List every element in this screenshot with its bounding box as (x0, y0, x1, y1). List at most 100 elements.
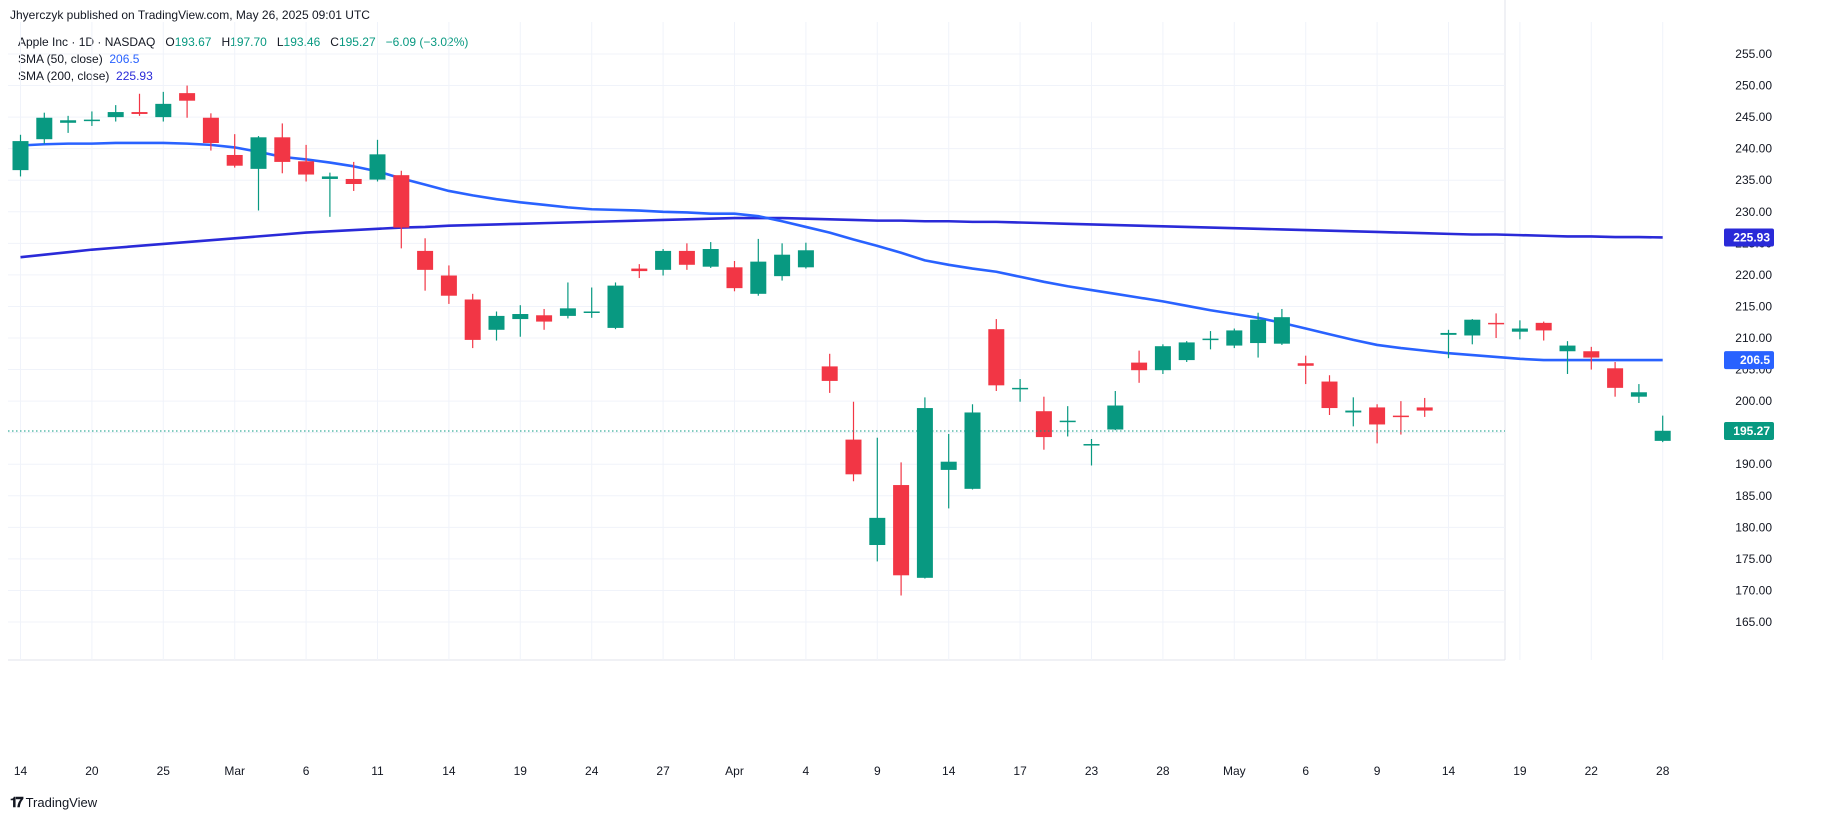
candle-body (559, 308, 576, 316)
price-tick-label: 165.00 (1735, 615, 1772, 629)
candle-body (1154, 346, 1171, 371)
last-price-badge-text: 195.27 (1733, 424, 1770, 438)
candle-up (750, 238, 767, 296)
candle-body (179, 93, 196, 101)
candle-up (12, 134, 29, 177)
candle-body (1345, 410, 1362, 413)
legend-high-label: H (221, 35, 231, 49)
axis-badges: 225.93 206.5 195.27 (1724, 228, 1774, 440)
candle-up (916, 397, 933, 579)
candle-body (369, 154, 386, 180)
candle-body (1202, 338, 1219, 341)
candle-body (131, 112, 148, 114)
candle-up (1059, 406, 1076, 437)
candle-up (1654, 415, 1671, 443)
candle-body (1535, 322, 1552, 331)
candle-body (1488, 322, 1505, 325)
sma-line (20, 216, 1663, 259)
candle-body (155, 103, 172, 118)
sma200-badge: 225.93 (1724, 228, 1774, 247)
time-tick-label: Apr (725, 764, 744, 778)
sma50-badge-bg (1724, 351, 1774, 370)
candle-body (702, 249, 719, 267)
sma200-badge-bg (1724, 228, 1774, 247)
candle-up (1083, 438, 1100, 466)
time-axis[interactable]: 14 20 25 Mar 6 11 14 19 24 27 Apr 4 9 14 17 23 28 May 6 9 14… (14, 764, 1670, 778)
candle-body (36, 117, 53, 140)
candle-up (1012, 379, 1029, 402)
candle-body (821, 366, 838, 381)
candle-body (774, 254, 791, 277)
candle-body (1273, 317, 1290, 344)
candle-body (536, 315, 553, 322)
candle-body (464, 299, 481, 340)
time-tick-label: 19 (514, 764, 528, 778)
candle-up (60, 115, 77, 133)
candle-body (1059, 420, 1076, 423)
chart-grid (8, 0, 1664, 661)
candle-down (1416, 397, 1433, 417)
candle-body (797, 250, 814, 268)
tradingview-logo-icon: 𝟏𝟕 (10, 794, 24, 810)
time-tick-label: 4 (803, 764, 810, 778)
candle-body (440, 275, 457, 296)
candle-body (12, 141, 29, 171)
candle-body (202, 117, 219, 143)
time-tick-label: 9 (874, 764, 881, 778)
candle-body (583, 311, 600, 313)
candle-body (1250, 319, 1267, 344)
legend-sma200-label: SMA (200, close) (18, 69, 110, 83)
legend-sma50-row[interactable]: SMA (50, close) 206.5 (18, 51, 468, 68)
candle-body (1654, 430, 1671, 441)
time-tick-label: 14 (442, 764, 456, 778)
candle-body (488, 315, 505, 330)
time-tick-label: May (1223, 764, 1246, 778)
price-tick-label: 235.00 (1735, 173, 1772, 187)
time-tick-label: 9 (1374, 764, 1381, 778)
price-chart[interactable]: 165.00 170.00 175.00 180.00 185.00 190.00 195.… (0, 0, 1835, 790)
time-tick-label: 14 (1442, 764, 1456, 778)
candle-body (1012, 387, 1029, 390)
candle-down (1321, 375, 1338, 415)
price-tick-label: 180.00 (1735, 520, 1772, 534)
legend-open-value: 193.67 (174, 35, 212, 49)
candle-body (988, 329, 1005, 386)
candle-body (1416, 407, 1433, 411)
tradingview-brand: TradingView (25, 795, 98, 810)
candle-down (678, 243, 695, 270)
candle-body (964, 412, 981, 489)
sma-line (20, 141, 1663, 362)
candle-body (298, 161, 315, 175)
price-axis[interactable]: 165.00 170.00 175.00 180.00 185.00 190.00 195.… (1735, 47, 1772, 629)
time-tick-label: 28 (1156, 764, 1170, 778)
legend-sma200-value: 225.93 (116, 69, 153, 83)
legend-high-value: 197.70 (230, 35, 267, 49)
candle-up (1226, 328, 1243, 349)
candle-body (678, 250, 695, 265)
candle-down (131, 93, 148, 116)
legend-sma200-row[interactable]: SMA (200, close) 225.93 (18, 68, 468, 85)
candle-body (655, 250, 672, 270)
sma50-badge-text: 206.5 (1740, 353, 1770, 367)
candle-up (321, 172, 338, 217)
tradingview-footer[interactable]: 𝟏𝟕 TradingView (10, 794, 97, 811)
legend-ohlc-row[interactable]: Apple Inc · 1D · NASDAQ O193.67 H197.70 … (18, 34, 468, 51)
candle-body (1583, 351, 1600, 358)
candle-down (1297, 355, 1314, 385)
candle-up (1202, 331, 1219, 350)
candle-body (1297, 363, 1314, 366)
candle-down (1035, 396, 1052, 450)
last-price-badge: 195.27 (1724, 421, 1774, 440)
candle-down (631, 264, 648, 279)
legend-low-value: 193.46 (283, 35, 321, 49)
candle-body (274, 137, 291, 162)
candle-up (512, 305, 529, 337)
candle-body (1035, 411, 1052, 438)
candle-down (821, 353, 838, 393)
sma50-badge: 206.5 (1724, 351, 1774, 370)
time-tick-label: 27 (656, 764, 670, 778)
legend-low-label: L (276, 35, 284, 49)
time-tick-label: 14 (14, 764, 28, 778)
time-tick-label: 17 (1013, 764, 1027, 778)
candle-up (1345, 397, 1362, 427)
